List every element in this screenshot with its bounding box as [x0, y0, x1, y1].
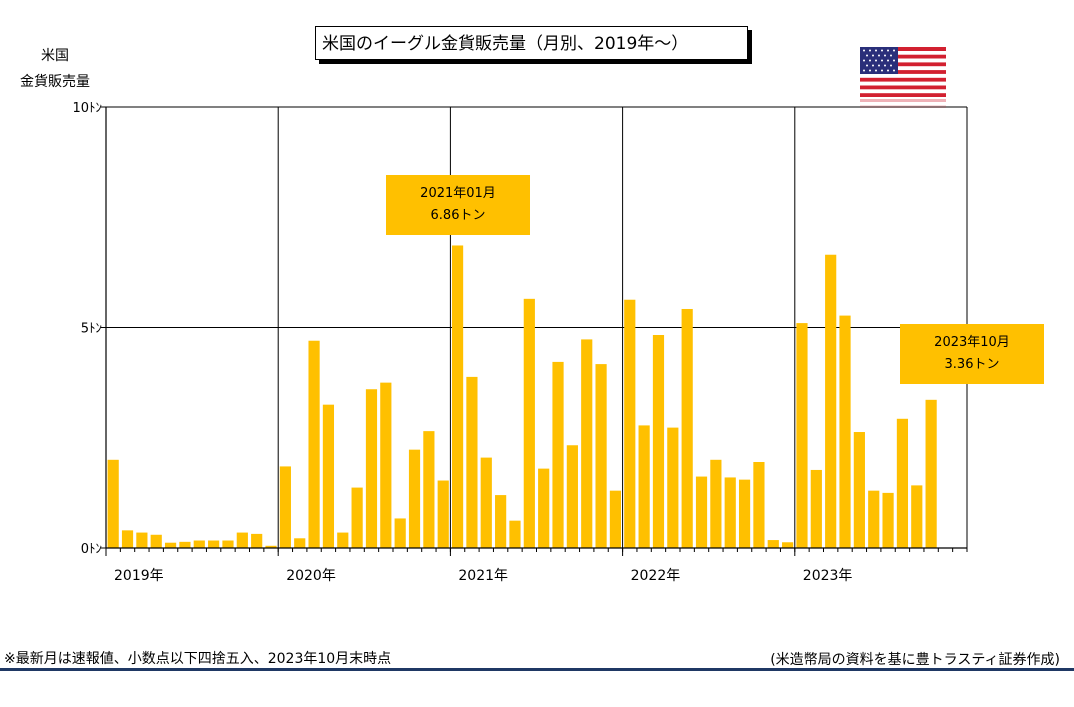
bars [107, 245, 937, 549]
bar-2023-10 [925, 399, 937, 548]
bar-2019-01 [107, 459, 119, 548]
bar-2020-02 [294, 538, 306, 548]
bar-2021-11 [595, 364, 607, 548]
bar-2023-03 [825, 254, 837, 549]
bar-2021-06 [523, 298, 535, 548]
bar-2019-06 [179, 541, 191, 548]
bar-2021-04 [495, 495, 507, 548]
bar-2020-01 [279, 466, 291, 548]
bar-2022-02 [638, 425, 650, 548]
y-tick-label: 0ﾄﾝ [81, 542, 102, 557]
bar-2021-12 [609, 490, 622, 548]
bar-2022-09 [738, 479, 751, 548]
bar-2022-10 [753, 462, 765, 548]
bar-2022-12 [782, 542, 794, 548]
bar-2020-08 [380, 382, 392, 549]
chart-title: 米国のイーグル金貨販売量（月別、2019年～） [315, 26, 748, 60]
callout-peak-2021-01: 2021年01月 6.86トン [386, 175, 530, 235]
bar-2023-01 [796, 323, 808, 548]
x-tick-label: 2020年 [286, 568, 336, 584]
bar-2019-07 [193, 540, 205, 548]
bar-2020-09 [394, 518, 406, 548]
bar-2022-07 [710, 459, 722, 548]
bar-2019-09 [222, 540, 234, 548]
bar-2019-02 [121, 530, 134, 548]
bar-2019-03 [136, 532, 148, 548]
x-tick-label: 2019年 [114, 568, 164, 584]
bar-2022-08 [724, 477, 736, 548]
callout-date: 2023年10月 [934, 335, 1010, 350]
footer-divider [0, 668, 1074, 671]
bar-2020-10 [408, 449, 421, 548]
callout-date: 2021年01月 [420, 186, 496, 201]
bar-2022-06 [695, 476, 708, 548]
y-tick-label: 5ﾄﾝ [81, 322, 102, 337]
bar-2021-03 [480, 457, 492, 548]
bar-2020-11 [423, 431, 435, 548]
bar-2023-09 [911, 485, 923, 548]
bar-2022-04 [667, 427, 679, 548]
bar-2023-02 [810, 469, 822, 548]
y-tick-label: 10ﾄﾝ [72, 101, 102, 116]
y-axis-label-line2: 金貨販売量 [20, 74, 90, 90]
us-flag-icon [860, 47, 946, 112]
x-tick-label: 2023年 [803, 568, 853, 584]
x-tick-label: 2021年 [458, 568, 508, 584]
callout-value: 6.86トン [430, 208, 486, 223]
bar-2021-10 [581, 339, 593, 548]
bar-2021-05 [509, 520, 521, 548]
bar-2020-07 [365, 389, 378, 548]
bar-2019-05 [164, 542, 177, 548]
y-axis-label-line1: 米国 [41, 48, 69, 64]
bar-2023-07 [882, 492, 894, 549]
bar-2019-11 [251, 533, 263, 548]
bar-2019-08 [208, 540, 220, 548]
bar-2020-05 [337, 532, 349, 548]
bar-2021-08 [552, 361, 564, 548]
bar-2019-12 [265, 545, 277, 548]
bar-2022-01 [624, 299, 636, 548]
gridlines [106, 106, 968, 548]
bar-2020-06 [351, 487, 363, 548]
bar-2023-06 [868, 490, 880, 548]
bar-2021-02 [466, 376, 478, 548]
bar-2020-12 [437, 480, 449, 548]
bar-2021-01 [451, 245, 464, 548]
axes: 0ﾄﾝ 5ﾄﾝ 10ﾄﾝ 2019年 2020年 2021年 2022年 2023年 [72, 101, 968, 584]
bar-2022-03 [652, 335, 665, 548]
bar-2022-11 [767, 540, 779, 548]
bar-2022-05 [681, 308, 693, 548]
source-note: (米造幣局の資料を基に豊トラスティ証券作成) [770, 652, 1060, 668]
y-axis-label: 米国 金貨販売量 [10, 43, 100, 95]
bar-2020-04 [322, 404, 335, 548]
callout-latest-2023-10: 2023年10月 3.36トン [900, 324, 1044, 384]
bar-2023-08 [896, 418, 909, 548]
bar-2021-07 [538, 468, 550, 548]
bar-2019-04 [150, 534, 162, 548]
callout-value: 3.36トン [944, 357, 1000, 372]
bar-2020-03 [308, 340, 320, 548]
bar-2023-04 [839, 315, 851, 548]
footnote: ※最新月は速報値、小数点以下四捨五入、2023年10月末時点 [4, 651, 392, 667]
bar-2019-10 [236, 532, 248, 548]
bar-2021-09 [566, 445, 578, 548]
x-tick-label: 2022年 [631, 568, 681, 584]
bar-2023-05 [853, 432, 865, 548]
